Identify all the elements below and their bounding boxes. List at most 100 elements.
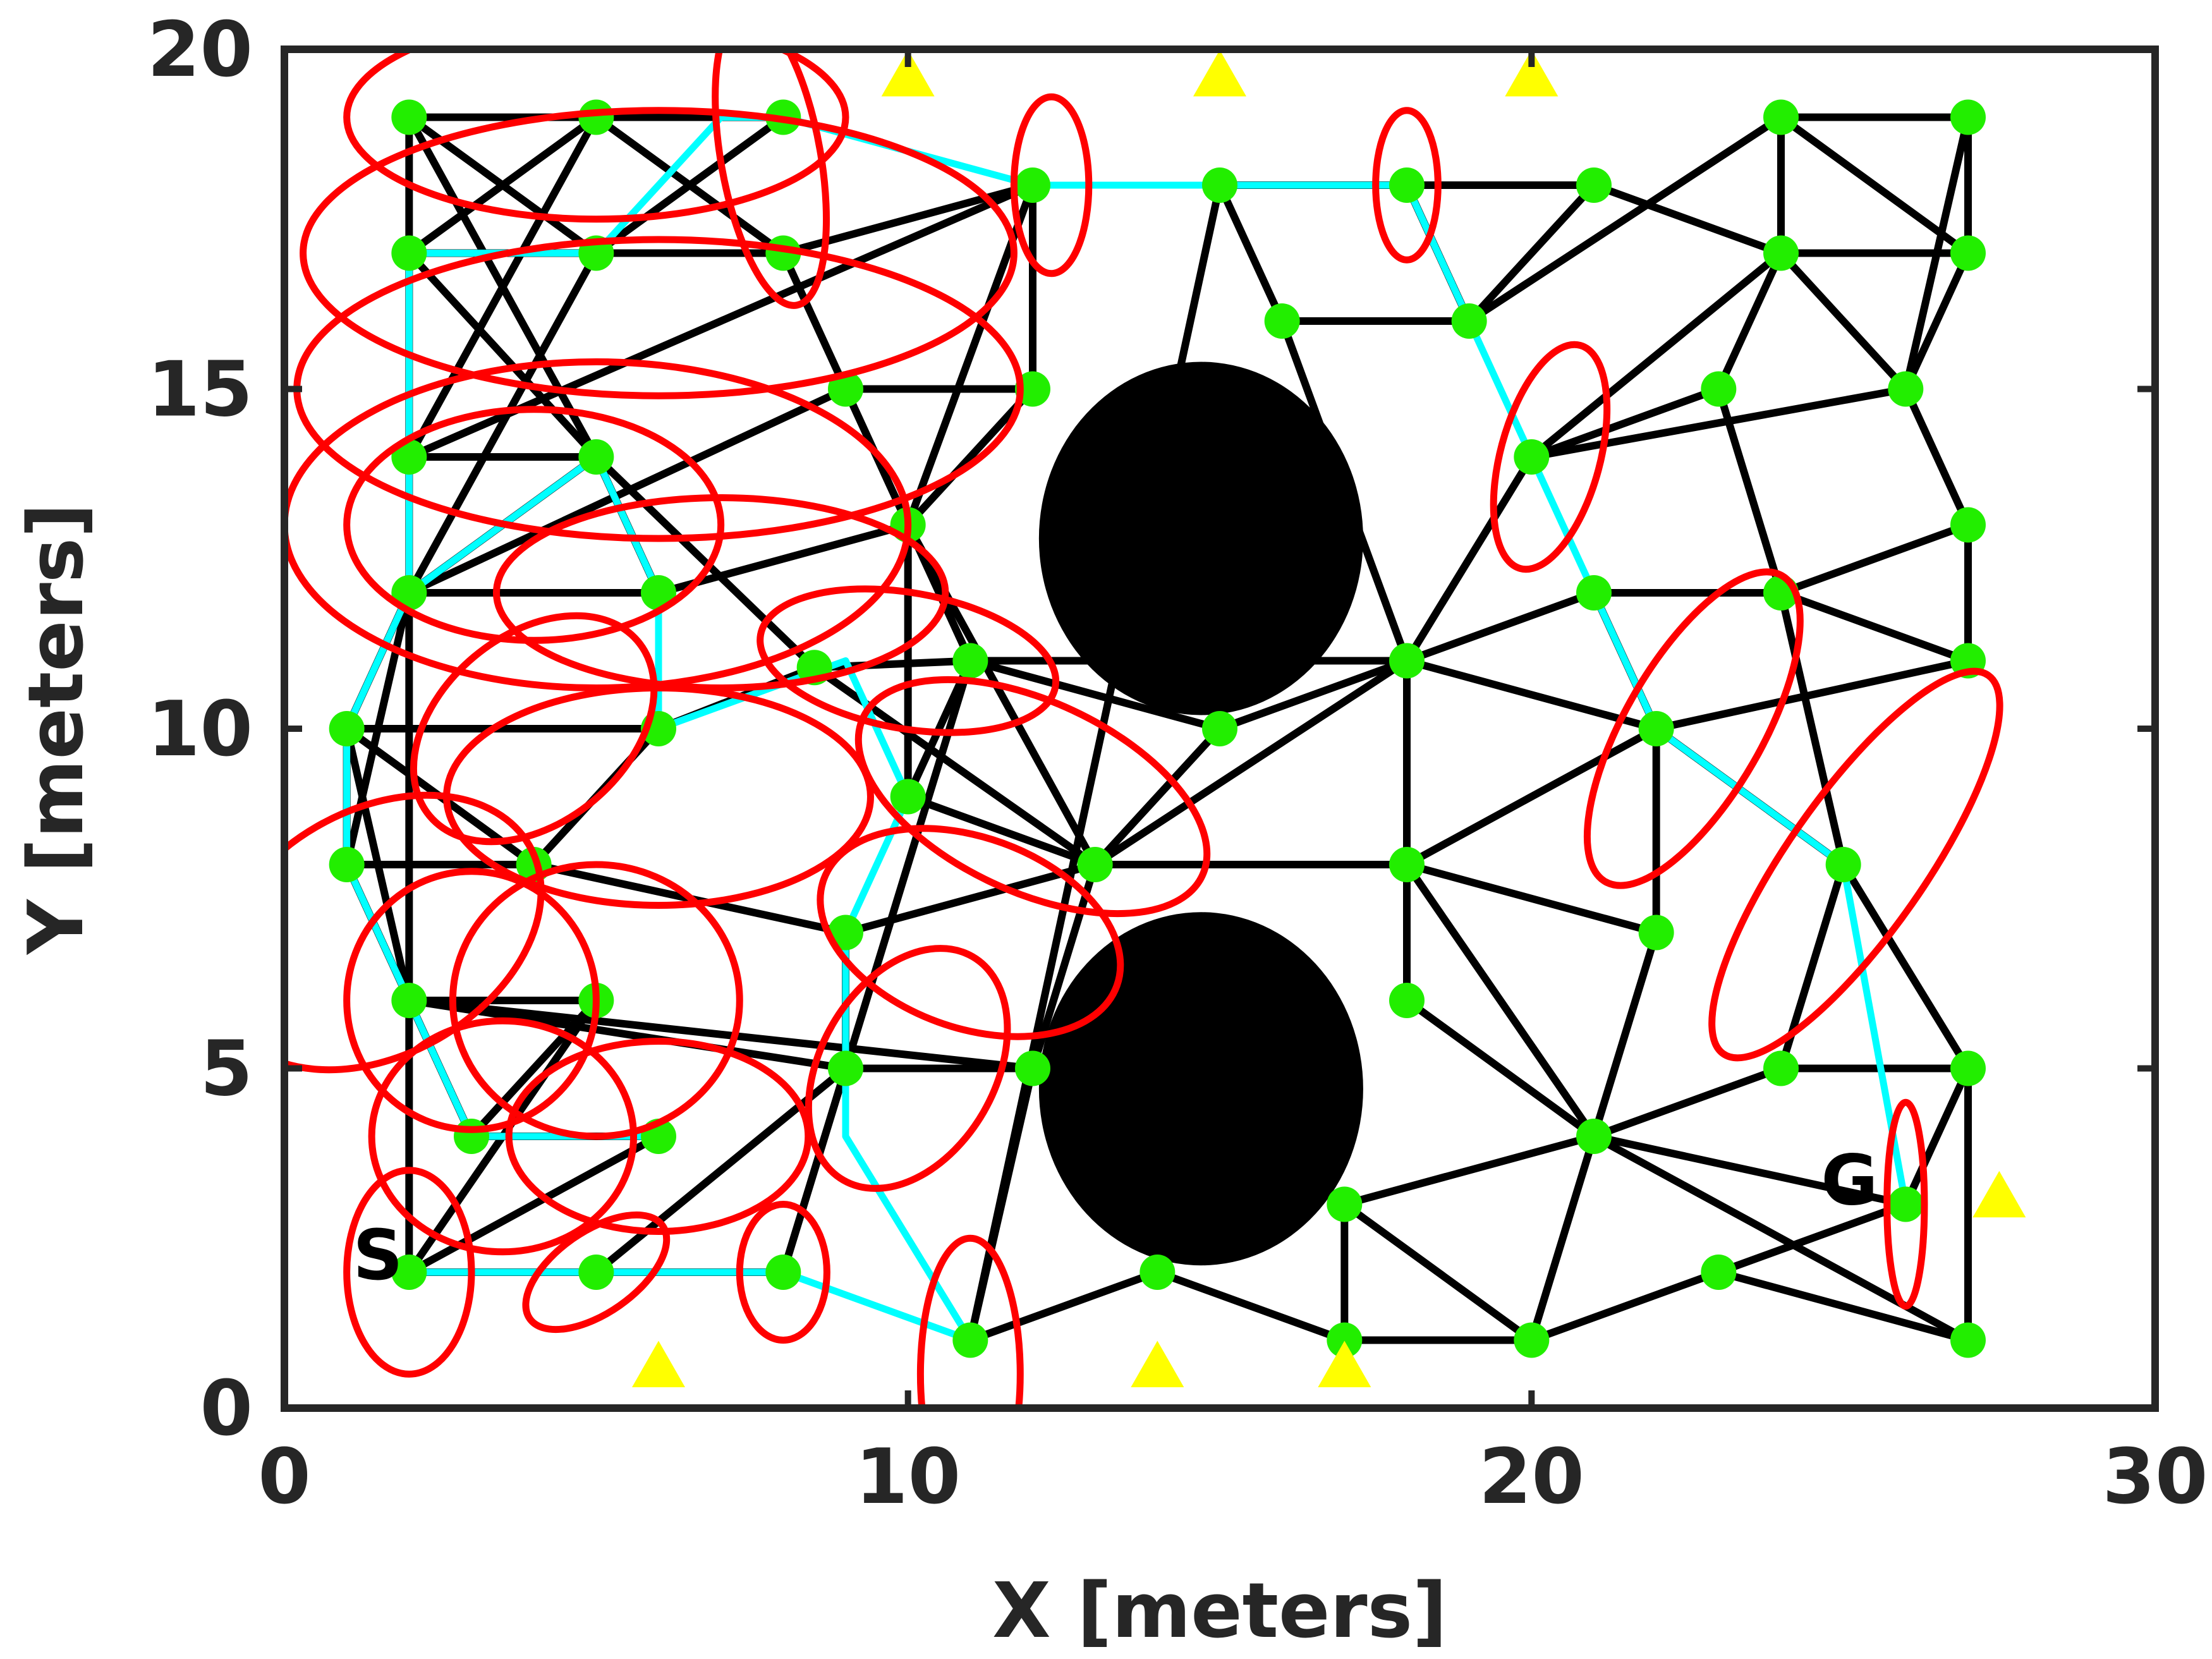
landmark-marker	[1972, 1170, 2026, 1218]
graph-node	[1576, 1119, 1612, 1154]
uncertainty-ellipse	[736, 1201, 830, 1344]
graph-edge	[779, 249, 849, 393]
uncertainty-ellipse	[522, 1211, 671, 1334]
graph-edge	[904, 793, 1099, 868]
graph-node	[1888, 371, 1924, 407]
graph-node	[1202, 167, 1237, 203]
uncertainty-ellipse	[284, 358, 912, 691]
x-tick-label: 10	[855, 1433, 961, 1521]
graph-node	[329, 711, 365, 746]
graph-edge	[1465, 113, 1785, 325]
graph-node	[1950, 235, 1986, 271]
x-tick-label: 0	[258, 1433, 311, 1521]
graph-edge	[1403, 861, 1660, 937]
graph-node	[391, 99, 427, 135]
obstacle	[1038, 912, 1363, 1266]
graph-edge	[904, 385, 1036, 529]
graph-edge	[1528, 385, 1910, 461]
uncertainty-ellipse	[343, 868, 600, 1133]
graph-node	[578, 99, 614, 135]
graph-edge	[405, 249, 600, 461]
graph-node	[828, 915, 863, 951]
graph-edge	[1902, 1064, 1972, 1208]
graph-node	[329, 847, 365, 882]
uncertainty-ellipse	[1708, 667, 2003, 1062]
graph-node	[1825, 847, 1861, 882]
graph-node	[1015, 371, 1050, 407]
graph-node	[1514, 1322, 1550, 1358]
y-tick-label: 5	[200, 1026, 253, 1114]
landmark-marker	[881, 50, 935, 97]
graph-edge	[1652, 657, 1972, 732]
uncertainty-ellipse	[343, 49, 849, 223]
graph-edge	[966, 657, 1224, 732]
graph-node	[1576, 167, 1612, 203]
graph-edge	[1528, 1268, 1723, 1344]
graph-node	[1389, 983, 1425, 1018]
graph-edge	[343, 589, 413, 868]
graph-edge	[1465, 181, 1598, 325]
graph-edge	[343, 725, 413, 1004]
landmark-marker	[1505, 50, 1559, 97]
obstacle	[1038, 362, 1363, 715]
uncertainty-ellipse	[916, 1234, 1024, 1408]
graph-edge	[1403, 589, 1598, 665]
landmark-marker	[1131, 1340, 1184, 1387]
graph-node	[1576, 575, 1612, 611]
uncertainty-ellipse	[343, 1167, 475, 1378]
uncertainty-ellipse	[805, 945, 1011, 1192]
plot-area	[284, 49, 2003, 1408]
graph-node	[1950, 507, 1986, 543]
graph-node	[1389, 167, 1425, 203]
graph-edge	[1715, 385, 1785, 597]
graph-edge	[405, 1133, 662, 1276]
graph-edge	[966, 1064, 1036, 1344]
graph-node	[1763, 1050, 1799, 1086]
graph-node	[454, 1119, 489, 1154]
uncertainty-ellipse	[492, 494, 949, 691]
uncertainty-ellipse	[449, 861, 743, 1140]
graph-node	[1701, 1255, 1737, 1290]
uncertainty-ellipse	[1883, 1098, 1928, 1310]
graph-node	[1015, 1050, 1050, 1086]
uncertainty-ellipse	[817, 825, 1124, 1040]
graph-node	[391, 235, 427, 271]
graph-edge	[405, 997, 1036, 1073]
graph-node	[1015, 167, 1050, 203]
graph-node	[1327, 1322, 1363, 1358]
y-tick-label: 10	[147, 686, 253, 774]
graph-edge	[1715, 249, 1785, 393]
graph-edge	[1216, 657, 1411, 732]
graph-edge	[1528, 385, 1723, 461]
graph-edge	[405, 113, 600, 257]
graph-edge	[779, 657, 975, 1276]
graph-edge	[1528, 1133, 1598, 1344]
graph-node	[1888, 1186, 1924, 1222]
x-axis-label: X [meters]	[992, 1567, 1447, 1655]
graph-edge	[1902, 113, 1972, 393]
graph-edge	[1403, 453, 1536, 665]
graph-edge	[966, 1268, 1162, 1344]
graph-node	[890, 779, 926, 815]
uncertainty-ellipse	[343, 406, 725, 644]
graph-node	[1950, 1322, 1986, 1358]
graph-edge	[1777, 589, 1972, 665]
uncertainty-ellipse	[1010, 93, 1093, 277]
graph-edge	[1340, 1200, 1536, 1344]
graph-edge	[1590, 181, 1785, 257]
y-tick-label: 0	[200, 1365, 253, 1453]
graph-node	[1638, 711, 1674, 746]
graph-node	[1139, 1255, 1176, 1290]
graph-edge	[1528, 249, 1785, 461]
graph-node	[1327, 1186, 1363, 1222]
graph-node	[952, 643, 988, 679]
graph-node	[1763, 99, 1799, 135]
y-tick-label: 15	[147, 346, 253, 434]
graph-node	[1950, 1050, 1986, 1086]
graph-edge	[1340, 1133, 1598, 1208]
graph-node	[578, 1255, 614, 1290]
graph-edge	[1091, 657, 1411, 868]
graph-edge	[468, 997, 600, 1140]
graph-edge	[1715, 1268, 1972, 1344]
